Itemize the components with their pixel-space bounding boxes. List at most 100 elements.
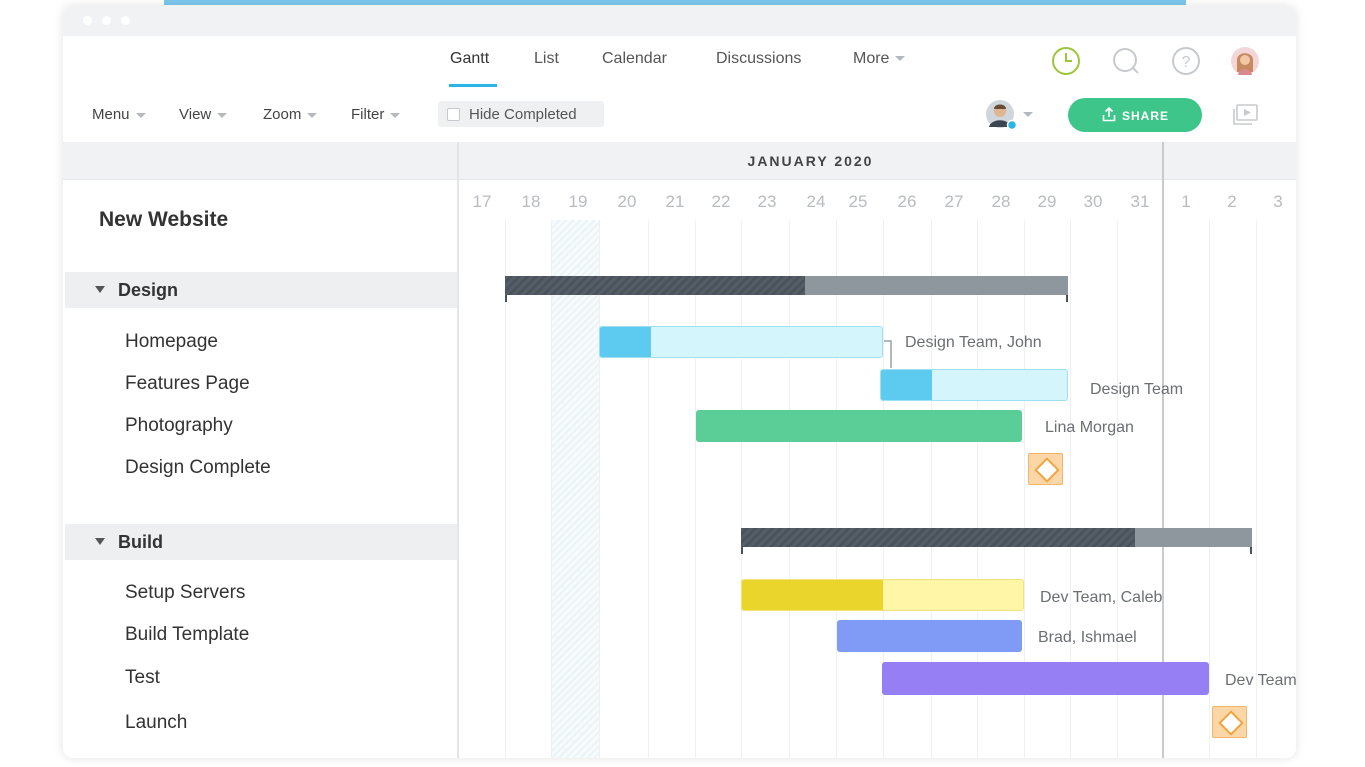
- assignee-avatar[interactable]: [985, 99, 1019, 131]
- menu-dropdown[interactable]: Menu: [92, 106, 146, 123]
- milestone-design-complete[interactable]: [1028, 453, 1063, 485]
- gantt-toolbar: Menu View Zoom Filter Hide Completed SHA…: [63, 88, 1296, 143]
- filter-dropdown[interactable]: Filter: [351, 106, 401, 123]
- project-title[interactable]: New Website: [99, 208, 229, 231]
- group-label: Build: [118, 532, 163, 552]
- svg-text:?: ?: [1182, 54, 1191, 71]
- view-tabs: Gantt List Calendar Discussions More ?: [63, 36, 1296, 89]
- chevron-down-icon: [895, 56, 906, 62]
- task-bar-features-page[interactable]: [880, 369, 1068, 401]
- tab-list[interactable]: List: [534, 50, 559, 67]
- task-progress: [600, 327, 651, 357]
- day-label: 23: [757, 192, 777, 211]
- chevron-down-icon: [217, 112, 228, 118]
- window-titlebar: [63, 6, 1296, 36]
- milestone-launch[interactable]: [1212, 706, 1247, 738]
- group-row-design[interactable]: Design: [65, 272, 457, 308]
- gridline: [789, 220, 790, 758]
- day-label: 28: [991, 192, 1011, 211]
- task-bar-setup-servers[interactable]: [741, 579, 1024, 611]
- menu-label: Menu: [92, 106, 130, 123]
- group-row-build[interactable]: Build: [65, 524, 457, 560]
- assignee-label: Brad, Ishmael: [1038, 629, 1137, 646]
- gridline: [695, 220, 696, 758]
- gridline: [599, 220, 600, 758]
- day-label: 27: [944, 192, 964, 211]
- gridline: [551, 220, 552, 758]
- summary-bracket: [1066, 295, 1068, 302]
- tab-discussions[interactable]: Discussions: [716, 50, 802, 67]
- day-label: 26: [897, 192, 917, 211]
- help-icon[interactable]: ?: [1171, 46, 1201, 76]
- view-dropdown[interactable]: View: [179, 106, 228, 123]
- task-bar-photography[interactable]: [696, 410, 1022, 442]
- day-label: 25: [848, 192, 868, 211]
- gridline: [977, 220, 978, 758]
- task-row-design-complete[interactable]: Design Complete: [125, 457, 271, 478]
- summary-remaining: [805, 276, 1068, 295]
- gridline: [1024, 220, 1025, 758]
- summary-bracket: [741, 547, 743, 554]
- task-progress: [742, 580, 883, 610]
- tab-calendar[interactable]: Calendar: [602, 50, 667, 67]
- gridline: [741, 220, 742, 758]
- zoom-dropdown[interactable]: Zoom: [263, 106, 318, 123]
- tab-gantt[interactable]: Gantt: [450, 50, 490, 67]
- task-row-homepage[interactable]: Homepage: [125, 331, 218, 352]
- summary-progress: [741, 528, 1135, 547]
- chevron-down-icon: [135, 112, 146, 118]
- view-label: View: [179, 106, 212, 123]
- task-bar-build-template[interactable]: [837, 620, 1022, 652]
- day-label: 24: [806, 192, 826, 211]
- task-progress: [881, 370, 932, 400]
- timeline-header: JANUARY 2020: [459, 142, 1296, 180]
- filter-label: Filter: [351, 106, 385, 123]
- active-tab-indicator: [449, 84, 497, 87]
- hide-completed-toggle[interactable]: Hide Completed: [438, 101, 604, 127]
- summary-bar-design[interactable]: [505, 276, 1068, 302]
- share-button[interactable]: SHARE: [1068, 98, 1202, 132]
- gridline: [505, 220, 506, 758]
- task-row-setup-servers[interactable]: Setup Servers: [125, 582, 246, 603]
- month-label: JANUARY 2020: [747, 153, 874, 169]
- gantt-chart: JANUARY 2020 17 18 19 20 21 22 23 24 25 …: [459, 142, 1296, 758]
- task-bar-homepage[interactable]: [599, 326, 883, 358]
- milestone-diamond-icon: [1218, 710, 1244, 736]
- task-row-features-page[interactable]: Features Page: [125, 373, 250, 394]
- window-dot[interactable]: [102, 16, 111, 25]
- task-row-test[interactable]: Test: [125, 667, 160, 688]
- tab-more[interactable]: More: [853, 50, 906, 68]
- clock-icon[interactable]: [1051, 46, 1081, 76]
- group-label: Design: [118, 280, 179, 300]
- day-label: 30: [1083, 192, 1103, 211]
- day-label: 17: [472, 192, 492, 211]
- summary-remaining: [1135, 528, 1252, 547]
- day-label: 3: [1273, 192, 1283, 211]
- task-list-panel: New Website Design Homepage Features Pag…: [63, 142, 459, 758]
- summary-bracket: [1250, 547, 1252, 554]
- search-icon[interactable]: [1111, 46, 1141, 76]
- day-label: 22: [711, 192, 731, 211]
- collapse-triangle-icon[interactable]: [95, 538, 105, 545]
- today-marker-line: [1162, 142, 1164, 758]
- present-icon[interactable]: [1232, 104, 1258, 126]
- summary-bar-build[interactable]: [741, 528, 1252, 554]
- assignee-label: Design Team: [1090, 381, 1184, 398]
- window-dot[interactable]: [83, 16, 92, 25]
- task-row-photography[interactable]: Photography: [125, 415, 233, 436]
- day-label: 21: [665, 192, 685, 211]
- window-dot[interactable]: [121, 16, 130, 25]
- task-row-launch[interactable]: Launch: [125, 712, 188, 733]
- chevron-down-icon[interactable]: [1023, 112, 1033, 117]
- task-bar-test[interactable]: [882, 662, 1209, 695]
- gridline: [1256, 220, 1257, 758]
- gridline: [1209, 220, 1210, 758]
- task-row-build-template[interactable]: Build Template: [125, 624, 250, 645]
- milestone-diamond-icon: [1034, 457, 1060, 483]
- gridline: [836, 220, 837, 758]
- collapse-triangle-icon[interactable]: [95, 286, 105, 293]
- user-avatar[interactable]: [1230, 46, 1260, 76]
- day-label: 1: [1181, 192, 1191, 211]
- gridline: [883, 220, 884, 758]
- hide-completed-checkbox[interactable]: [447, 108, 460, 121]
